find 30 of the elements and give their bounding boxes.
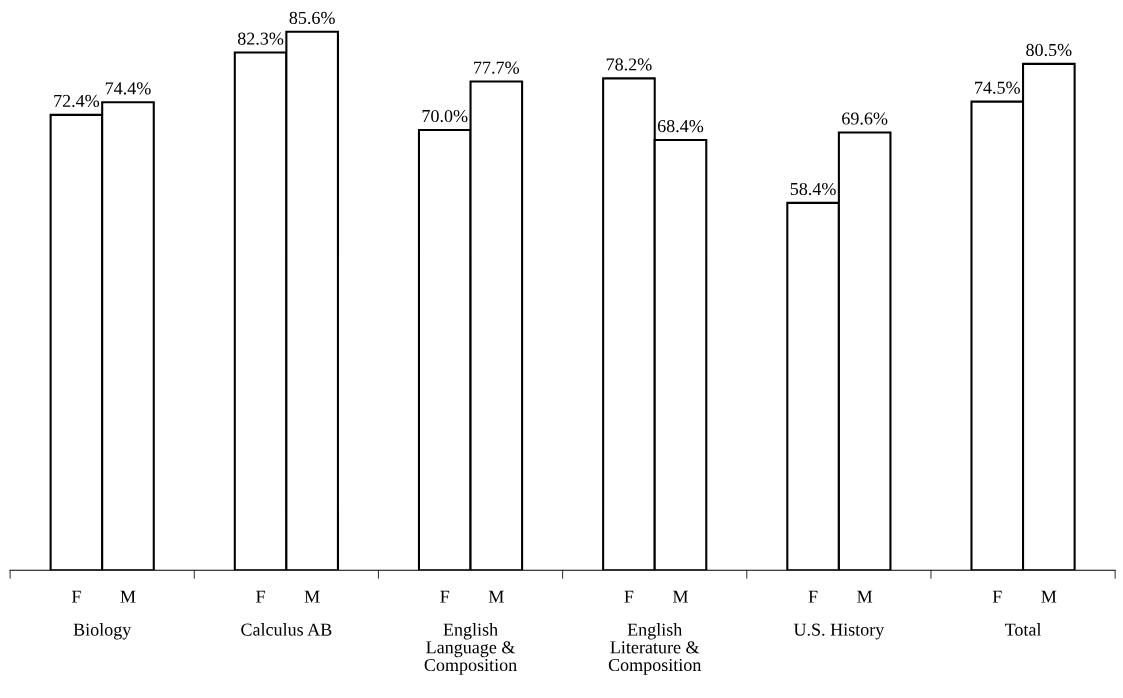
x-tick-label: English Literature & Composition <box>608 623 702 675</box>
text: M <box>672 590 688 603</box>
data-label: 58.4% <box>790 182 836 196</box>
data-label: 85.6% <box>289 11 335 25</box>
series-label: F <box>71 590 81 603</box>
text: F <box>992 590 1002 603</box>
x-tick-label: U.S. History <box>793 623 885 640</box>
data-label: 74.4% <box>105 82 151 95</box>
x-tick-label: Biology <box>73 623 132 640</box>
x-tick-label: Total <box>1004 623 1042 636</box>
text: F <box>256 590 265 603</box>
x-tick-label: English Language & Composition <box>424 623 517 675</box>
text: F <box>808 590 818 603</box>
text: M <box>857 590 873 603</box>
x-tick-label: Calculus AB <box>241 623 332 636</box>
text: M <box>488 590 504 603</box>
data-label: 69.6% <box>842 112 888 125</box>
data-label: 68.4% <box>657 119 704 133</box>
data-label: 80.5% <box>1026 43 1072 57</box>
text: F <box>624 590 634 603</box>
data-label: 78.2% <box>606 58 652 71</box>
data-label: 72.4% <box>54 94 100 108</box>
data-label: 70.0% <box>422 109 468 123</box>
text: M <box>304 590 320 603</box>
text: M <box>1041 590 1057 603</box>
data-label: 77.7% <box>474 61 520 74</box>
data-label: 74.5% <box>975 81 1020 94</box>
data-label: 82.3% <box>237 32 284 45</box>
series-label: M <box>120 590 136 603</box>
text: F <box>440 590 450 603</box>
